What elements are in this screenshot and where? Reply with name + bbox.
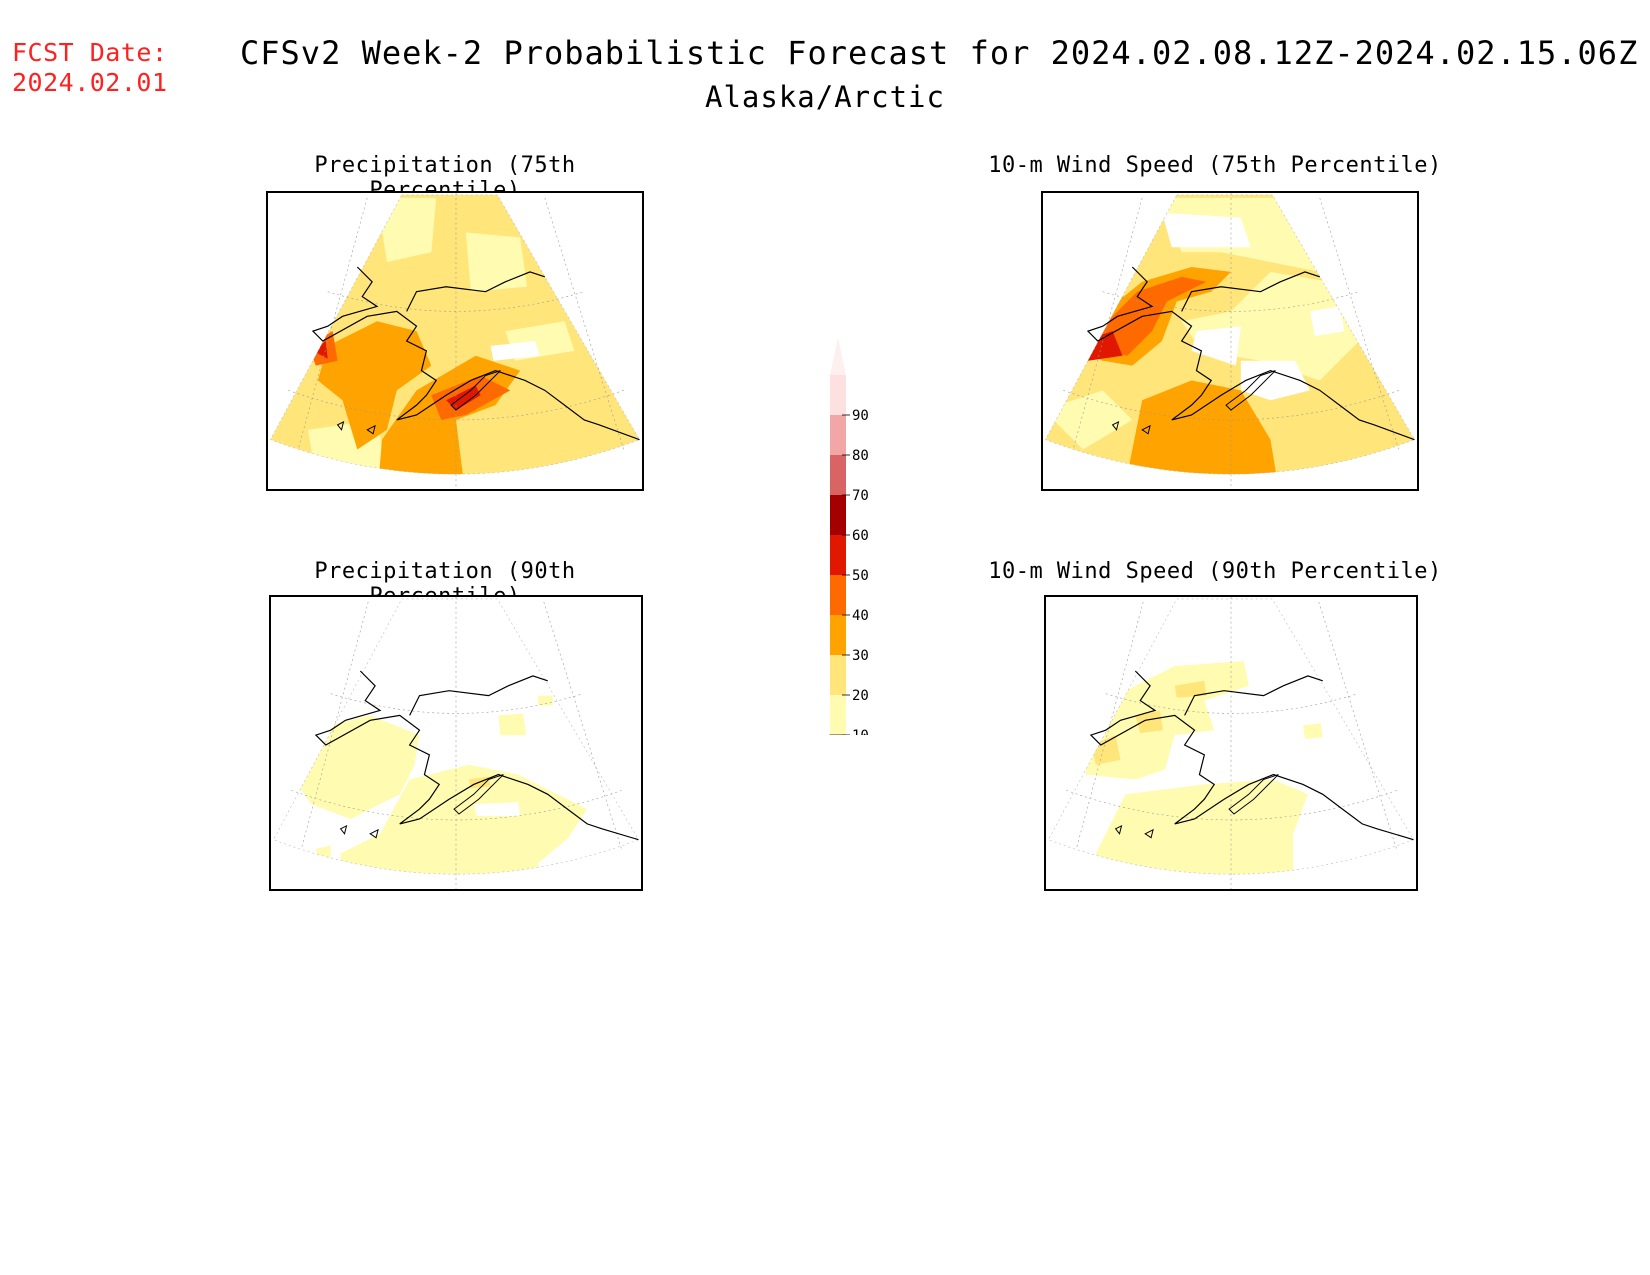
page-subtitle: Alaska/Arctic	[705, 80, 945, 114]
page-title: CFSv2 Week-2 Probabilistic Forecast for …	[240, 34, 1639, 72]
colorbar-swatch	[830, 455, 846, 495]
map-wind-90	[1044, 595, 1418, 891]
map-precip-90-svg	[273, 597, 639, 889]
colorbar-swatch	[830, 615, 846, 655]
colorbar-label: 40	[852, 608, 869, 624]
map-wind-75	[1041, 191, 1419, 491]
colorbar-label: 70	[852, 488, 869, 504]
forecast-date-value: 2024.02.01	[12, 68, 168, 97]
panel-title-wind-75: 10-m Wind Speed (75th Percentile)	[988, 153, 1442, 178]
page-title-wrap: CFSv2 Week-2 Probabilistic Forecast for …	[0, 34, 1650, 72]
colorbar-swatch	[830, 375, 846, 415]
colorbar-label: 20	[852, 688, 869, 704]
map-precip-90	[269, 595, 643, 891]
colorbar-swatch	[830, 495, 846, 535]
colorbar-svg: 10 20 30 40 50 60 70 80 90	[829, 337, 869, 774]
colorbar-label: 10	[852, 728, 869, 735]
panel-title-wind-90: 10-m Wind Speed (90th Percentile)	[988, 559, 1442, 584]
colorbar-swatch	[830, 695, 846, 735]
forecast-date-block: FCST Date: 2024.02.01	[12, 38, 168, 98]
colorbar: 10 20 30 40 50 60 70 80 90	[820, 335, 900, 774]
colorbar-label: 60	[852, 528, 869, 544]
map-precip-75	[266, 191, 644, 491]
map-wind-75-svg	[1045, 193, 1415, 489]
colorbar-swatch	[830, 415, 846, 455]
map-wind-90-svg	[1048, 597, 1414, 889]
colorbar-label: 30	[852, 648, 869, 664]
colorbar-swatch	[830, 655, 846, 695]
colorbar-label: 80	[852, 448, 869, 464]
colorbar-swatch	[830, 535, 846, 575]
colorbar-label: 90	[852, 408, 869, 424]
map-precip-75-svg	[270, 193, 640, 489]
colorbar-top-cap	[830, 337, 846, 375]
colorbar-label: 50	[852, 568, 869, 584]
colorbar-swatch	[830, 575, 846, 615]
forecast-date-label: FCST Date:	[12, 38, 168, 67]
